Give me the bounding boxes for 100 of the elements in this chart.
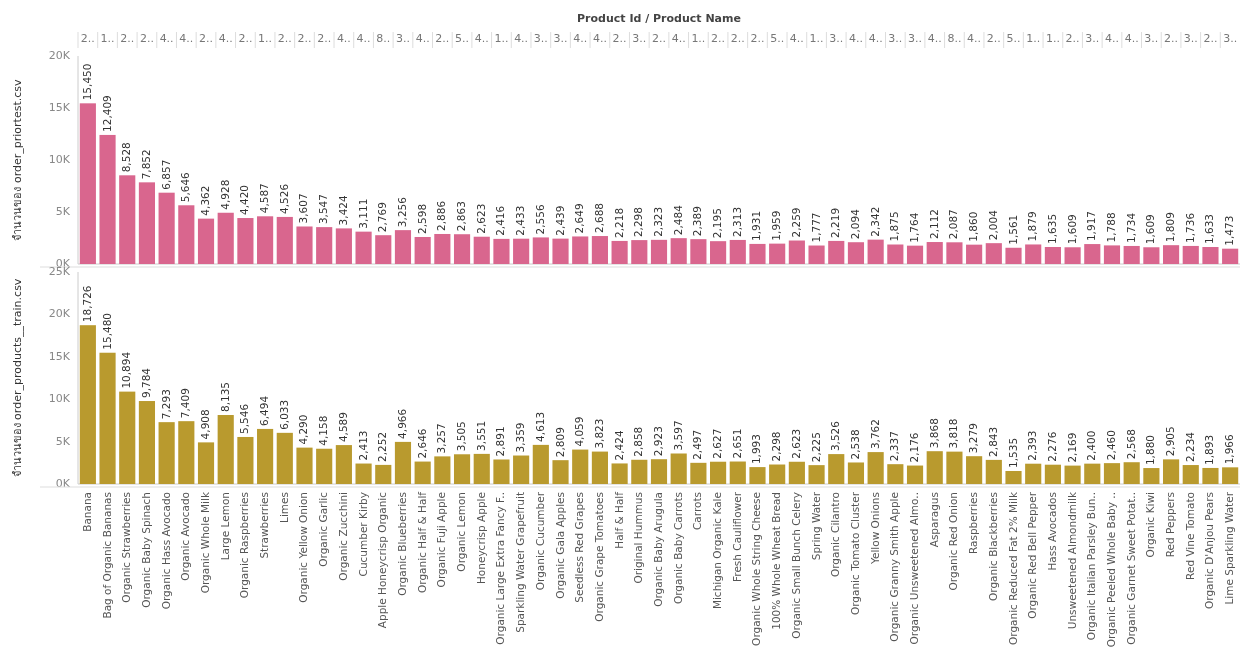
x-tick-label: Original Hummus <box>632 492 645 584</box>
text: 4.. <box>415 32 430 45</box>
data-label: 4,587 <box>258 183 271 214</box>
data-label: 2,004 <box>986 209 999 241</box>
bar <box>985 243 1002 264</box>
x-tick-label: Seedless Red Grapes <box>573 492 586 603</box>
bar <box>138 182 156 264</box>
bar <box>197 442 215 484</box>
bar <box>532 237 549 264</box>
data-label: 1,959 <box>770 210 783 241</box>
bar <box>1162 245 1180 264</box>
bar <box>926 242 943 264</box>
data-label: 1,809 <box>1164 212 1177 243</box>
bar <box>79 325 96 484</box>
data-label: 3,505 <box>455 421 468 452</box>
bar <box>966 244 983 264</box>
x-tick-label: Asparagus <box>927 492 940 548</box>
bar <box>611 463 628 484</box>
data-label: 1,633 <box>1203 213 1216 245</box>
data-label: 1,788 <box>1104 212 1117 243</box>
x-tick-label: Organic Zucchini <box>336 492 349 581</box>
bar <box>473 453 490 484</box>
text: 3.. <box>888 32 903 45</box>
x-tick-label: Organic Granny Smith Apple <box>888 492 901 642</box>
data-label: 2,389 <box>691 206 704 237</box>
bar <box>1222 467 1239 484</box>
text: 3.. <box>395 32 410 45</box>
x-tick-label: Carrots <box>691 492 704 530</box>
data-label: 1,535 <box>1006 437 1019 468</box>
data-label: 2,218 <box>612 207 625 238</box>
data-label: 2,234 <box>1183 431 1196 463</box>
text: 3.. <box>553 32 568 45</box>
text: 5.. <box>770 32 785 45</box>
data-label: 2,413 <box>356 430 369 461</box>
data-label: 1,966 <box>1223 433 1236 465</box>
y-tick-label: 15K <box>48 101 71 114</box>
text: 2.. <box>612 32 627 45</box>
data-label: 2,538 <box>848 429 861 460</box>
bar <box>552 238 569 264</box>
x-tick-label: Cucumber Kirby <box>356 492 369 577</box>
x-tick-label: Organic Kiwi <box>1144 492 1157 558</box>
text: 2.. <box>1164 32 1179 45</box>
bar <box>296 226 313 264</box>
x-tick-label: Organic Baby Spinach <box>139 492 152 608</box>
data-label: 3,279 <box>967 423 980 454</box>
data-label: 4,158 <box>317 415 330 446</box>
bar <box>887 464 904 484</box>
data-label: 2,393 <box>1026 430 1039 461</box>
bar <box>867 239 884 264</box>
bar <box>217 415 234 484</box>
x-tick-label: Fresh Cauliflower <box>730 491 743 582</box>
y-tick-label: 20K <box>48 307 71 321</box>
data-label: 1,734 <box>1124 212 1137 243</box>
bar <box>1202 247 1219 264</box>
bar <box>257 216 274 264</box>
data-label: 2,891 <box>494 426 507 457</box>
bar <box>710 241 727 264</box>
x-tick-label: Organic Yellow Onion <box>297 492 310 603</box>
bar <box>119 175 136 264</box>
bar <box>867 452 884 484</box>
bar <box>158 192 175 264</box>
x-tick-label: Organic Fuji Apple <box>435 492 448 588</box>
text: 3.. <box>908 32 923 45</box>
x-tick-label: Organic Blueberries <box>395 492 408 596</box>
x-tick-label: Organic Grape Tomatoes <box>592 492 605 622</box>
bar <box>237 436 254 484</box>
text: 1.. <box>494 32 509 45</box>
data-label: 3,424 <box>336 195 349 226</box>
bar <box>217 212 234 264</box>
bar <box>887 244 904 264</box>
x-tick-label: Organic Raspberries <box>238 492 251 599</box>
bar <box>788 240 805 264</box>
bar <box>1222 248 1239 264</box>
data-label: 2,484 <box>671 204 684 236</box>
data-label: 2,094 <box>848 208 861 240</box>
bar <box>1143 468 1160 484</box>
data-label: 1,635 <box>1045 213 1058 244</box>
text: 4.. <box>671 32 686 45</box>
text: 2.. <box>1203 32 1218 45</box>
text: 2.. <box>120 32 135 45</box>
text: 3.. <box>1085 32 1100 45</box>
text: 4.. <box>848 32 863 45</box>
text: 2.. <box>80 32 95 45</box>
data-label: 2,112 <box>927 208 940 240</box>
bar <box>197 218 215 264</box>
bar <box>788 461 805 484</box>
x-tick-label: Yellow Onions <box>868 492 881 566</box>
data-label: 2,568 <box>1124 429 1137 460</box>
x-tick-label: Banana <box>80 492 93 532</box>
text: 3.. <box>1223 32 1238 45</box>
data-label: 1,931 <box>750 210 763 241</box>
data-label: 3,526 <box>829 420 842 452</box>
text: 1.. <box>691 32 706 45</box>
data-label: 2,424 <box>612 430 625 461</box>
data-label: 2,769 <box>376 202 389 233</box>
data-label: 2,259 <box>789 207 802 238</box>
data-label: 2,843 <box>986 426 999 457</box>
text: 4.. <box>592 32 607 45</box>
bar <box>650 459 668 484</box>
data-label: 18,726 <box>80 285 93 323</box>
